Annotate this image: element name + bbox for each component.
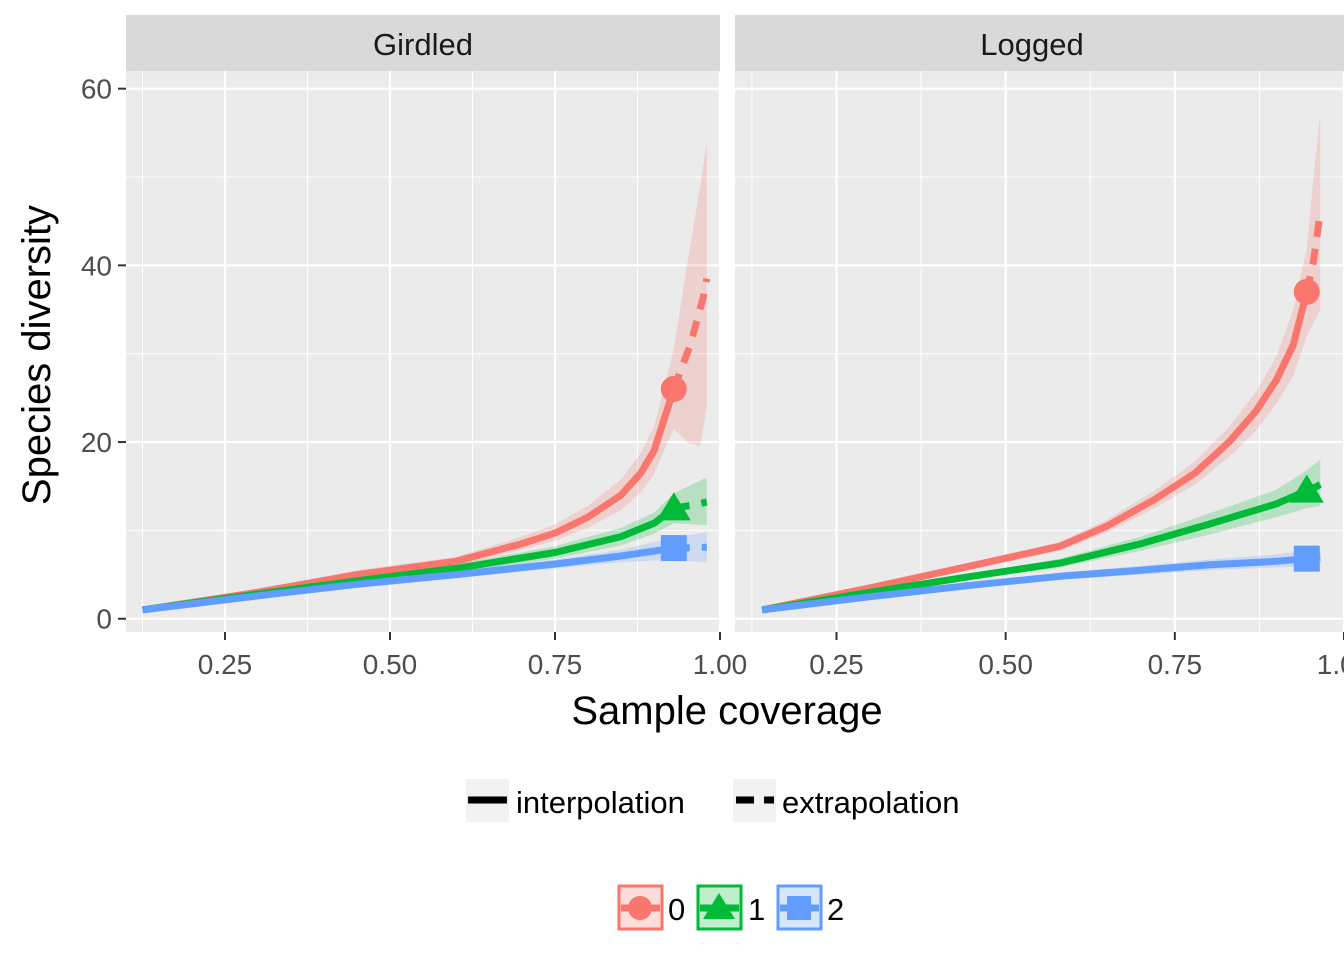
lines-logged (761, 211, 1324, 614)
marker-logged-order-2 (1293, 545, 1320, 572)
legend-marker-2 (787, 896, 811, 920)
ribbon-logged-order-1 (762, 459, 1321, 610)
legend-marker-0 (628, 896, 652, 920)
legend-item-2: 2 (776, 884, 844, 931)
legend-order: 0 1 2 (617, 884, 844, 931)
panel-logged: Logged (735, 15, 1344, 632)
marker-logged-order-0 (1293, 278, 1320, 305)
strip-girdled (126, 15, 720, 71)
legend-label-0: 0 (668, 892, 685, 927)
line-interp-girdled-order-0 (141, 387, 678, 614)
marker-girdled-order-1 (656, 492, 691, 521)
y-tick-label: 60 (81, 74, 112, 105)
legend-label-extrapolation: extrapolation (782, 785, 960, 820)
strip-girdled-label: Girdled (373, 27, 473, 62)
legend-marker-1 (703, 893, 735, 919)
x-tick-label-girdled: 1.00 (693, 649, 748, 680)
x-tick-label-logged: 0.50 (978, 649, 1033, 680)
y-axis: 0 20 40 60 (81, 74, 126, 635)
line-interp-logged-order-1 (761, 487, 1309, 614)
legend-linetype: interpolation extrapolation (466, 779, 960, 822)
marker-logged-order-1 (1289, 474, 1324, 503)
y-tick-label: 40 (81, 250, 112, 281)
line-interp-girdled-order-2 (142, 544, 675, 614)
markers-girdled (656, 376, 691, 562)
x-tick-label-girdled: 0.75 (528, 649, 583, 680)
legend-label-1: 1 (748, 892, 765, 927)
legend-item-0: 0 (617, 884, 685, 931)
grid-girdled (126, 71, 722, 632)
x-tick-label-logged: 0.25 (809, 649, 864, 680)
x-tick-label-logged: 0.75 (1148, 649, 1203, 680)
legend-item-1: 1 (696, 884, 765, 931)
lines-girdled (141, 277, 711, 614)
y-tick-label: 0 (96, 604, 112, 635)
strip-logged (735, 15, 1344, 71)
grid-logged (735, 71, 1344, 632)
line-interp-logged-order-2 (761, 555, 1308, 614)
x-tick-label-logged: 1.00 (1317, 649, 1344, 680)
line-interp-logged-order-0 (761, 291, 1311, 614)
y-tick-label: 20 (81, 427, 112, 458)
y-axis-title: Species diversity (15, 205, 59, 505)
x-tick-label-girdled: 0.25 (198, 649, 253, 680)
marker-girdled-order-0 (660, 376, 687, 403)
x-tick-label-girdled: 0.50 (363, 649, 418, 680)
markers-logged (1289, 278, 1324, 572)
marker-girdled-order-2 (660, 535, 687, 562)
x-axis: 0.25 0.50 0.75 1.00 0.25 0.50 0.75 1.00 (198, 632, 1344, 680)
panel-girdled: Girdled (126, 15, 722, 632)
legend-label-2: 2 (827, 892, 844, 927)
legend-label-interpolation: interpolation (516, 785, 685, 820)
x-axis-title: Sample coverage (571, 689, 882, 733)
strip-logged-label: Logged (980, 27, 1083, 62)
